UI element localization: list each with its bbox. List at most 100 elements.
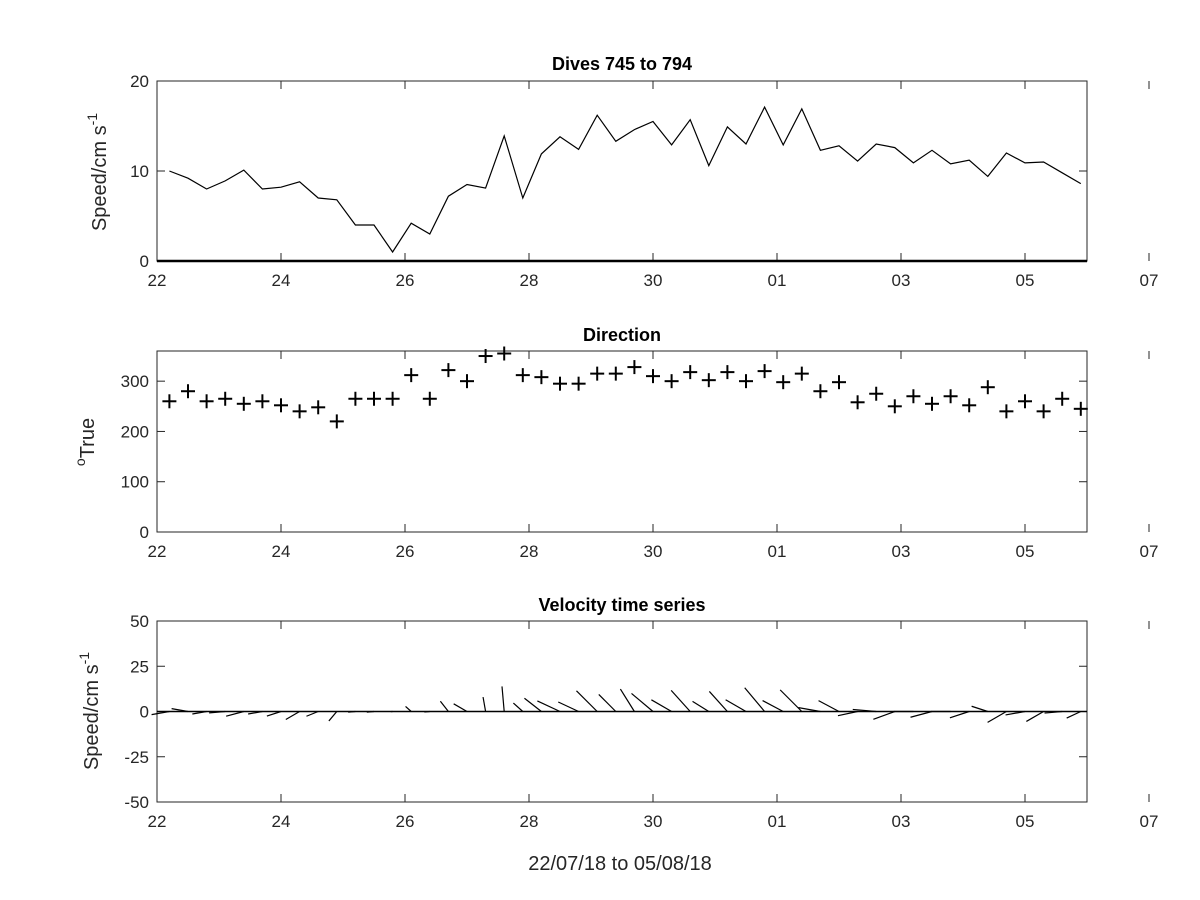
- velocity-stick: [306, 710, 319, 717]
- velocity-stick: [439, 700, 449, 712]
- velocity-stick: [971, 705, 988, 713]
- speed-panel-title: Dives 745 to 794: [552, 54, 692, 74]
- velocity-stick: [171, 708, 189, 713]
- direction-point: [218, 391, 233, 406]
- direction-point: [757, 364, 772, 379]
- velocity-stick: [209, 710, 226, 714]
- velocity-x-tick-label: 24: [272, 812, 291, 831]
- velocity-x-tick-label: 03: [892, 812, 911, 831]
- speed-x-tick-label: 05: [1016, 271, 1035, 290]
- direction-y-label-prefix: o: [72, 458, 88, 466]
- direction-point: [850, 395, 865, 410]
- direction-y-tick-label: 200: [121, 422, 149, 441]
- velocity-y-tick-label: 25: [130, 657, 149, 676]
- velocity-stick: [692, 700, 710, 713]
- velocity-stick: [348, 710, 356, 713]
- direction-y-ticks: 0 100 200 300: [121, 372, 1087, 542]
- velocity-stick: [987, 710, 1007, 723]
- direction-point: [943, 389, 958, 404]
- direction-x-tick-label: 07: [1140, 542, 1159, 561]
- velocity-stick: [779, 689, 803, 712]
- direction-point: [1018, 394, 1032, 409]
- direction-point: [497, 346, 512, 361]
- direction-x-ticks: 22 24 26 28 30 01 03 05 07: [148, 351, 1159, 561]
- speed-panel: Dives 745 to 794 22 24 26 28 30 01 03 05 07 0102…: [84, 54, 1158, 290]
- velocity-stick: [1005, 710, 1026, 716]
- speed-y-label-text: Speed/cm s: [89, 125, 111, 231]
- speed-axes-box: [156, 80, 1088, 262]
- direction-point: [739, 374, 753, 389]
- velocity-stick: [151, 710, 170, 716]
- direction-point: [869, 386, 884, 401]
- direction-point: [441, 363, 456, 378]
- velocity-x-tick-label: 22: [148, 812, 167, 831]
- velocity-stick: [512, 702, 524, 712]
- direction-x-tick-label: 24: [272, 542, 291, 561]
- direction-point: [422, 391, 437, 406]
- direction-panel-title: Direction: [583, 325, 661, 345]
- direction-point: [236, 396, 251, 411]
- direction-point: [571, 376, 586, 391]
- velocity-stick: [192, 710, 207, 715]
- direction-point: [683, 365, 698, 380]
- direction-point: [887, 399, 902, 414]
- direction-y-label: oTrue: [72, 418, 99, 466]
- velocity-y-ticks: -50 -25 0 25 50: [124, 612, 1087, 812]
- speed-x-tick-label: 30: [644, 271, 663, 290]
- velocity-stick: [405, 705, 412, 712]
- direction-point: [367, 391, 381, 406]
- velocity-panel: Velocity time series 22 24 26 28 30 01 03 05 07 …: [76, 595, 1158, 875]
- velocity-stick: [524, 697, 542, 712]
- direction-point: [1055, 391, 1070, 406]
- direction-point: [980, 380, 995, 395]
- direction-point: [776, 375, 791, 390]
- velocity-stick: [366, 710, 375, 713]
- velocity-stick: [576, 690, 598, 712]
- direction-x-tick-label: 30: [644, 542, 663, 561]
- velocity-stick: [762, 700, 784, 713]
- direction-point: [701, 373, 716, 388]
- velocity-y-label: Speed/cm s-1: [76, 652, 103, 770]
- velocity-y-tick-label: 50: [130, 612, 149, 631]
- velocity-stick: [852, 708, 877, 713]
- velocity-stick: [631, 693, 654, 712]
- velocity-y-label-superscript: -1: [76, 652, 92, 665]
- speed-x-tick-label: 01: [768, 271, 787, 290]
- direction-series: [162, 346, 1088, 429]
- direction-point: [608, 366, 623, 381]
- speed-x-tick-label: 03: [892, 271, 911, 290]
- velocity-x-label: 22/07/18 to 05/08/18: [528, 853, 712, 875]
- direction-axes-box: [156, 350, 1088, 533]
- velocity-y-label-text: Speed/cm s: [81, 664, 103, 770]
- direction-point: [385, 391, 400, 406]
- velocity-stick: [708, 691, 728, 712]
- direction-point: [664, 374, 679, 389]
- velocity-x-ticks: 22 24 26 28 30 01 03 05 07: [148, 621, 1158, 831]
- direction-point: [274, 398, 288, 413]
- direction-point: [720, 365, 735, 380]
- direction-x-tick-label: 22: [148, 542, 167, 561]
- velocity-stick: [910, 710, 933, 718]
- velocity-panel-title: Velocity time series: [538, 595, 705, 615]
- direction-point: [832, 375, 846, 390]
- velocity-stick: [949, 710, 970, 719]
- direction-point: [181, 384, 195, 399]
- direction-point: [478, 349, 493, 364]
- velocity-stick: [285, 710, 300, 720]
- velocity-stick: [744, 687, 766, 712]
- direction-x-tick-label: 26: [396, 542, 415, 561]
- direction-point: [348, 391, 363, 406]
- velocity-stick: [598, 694, 617, 712]
- direction-point: [311, 400, 326, 415]
- speed-x-tick-label: 28: [520, 271, 539, 290]
- velocity-stick: [725, 699, 747, 713]
- speed-y-tick-label: 20: [130, 72, 149, 91]
- direction-point: [329, 414, 344, 429]
- velocity-stick: [818, 700, 840, 713]
- velocity-series: [151, 686, 1087, 723]
- direction-point: [646, 369, 660, 384]
- direction-y-tick-label: 100: [121, 473, 149, 492]
- velocity-stick: [537, 700, 561, 713]
- direction-point: [460, 374, 474, 389]
